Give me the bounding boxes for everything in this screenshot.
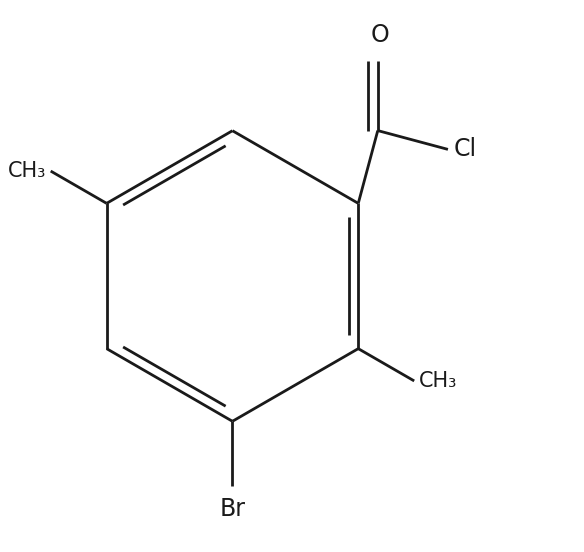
Text: O: O	[370, 23, 390, 47]
Text: CH₃: CH₃	[419, 371, 457, 391]
Text: Cl: Cl	[453, 137, 477, 161]
Text: Br: Br	[220, 497, 245, 521]
Text: CH₃: CH₃	[8, 161, 46, 181]
